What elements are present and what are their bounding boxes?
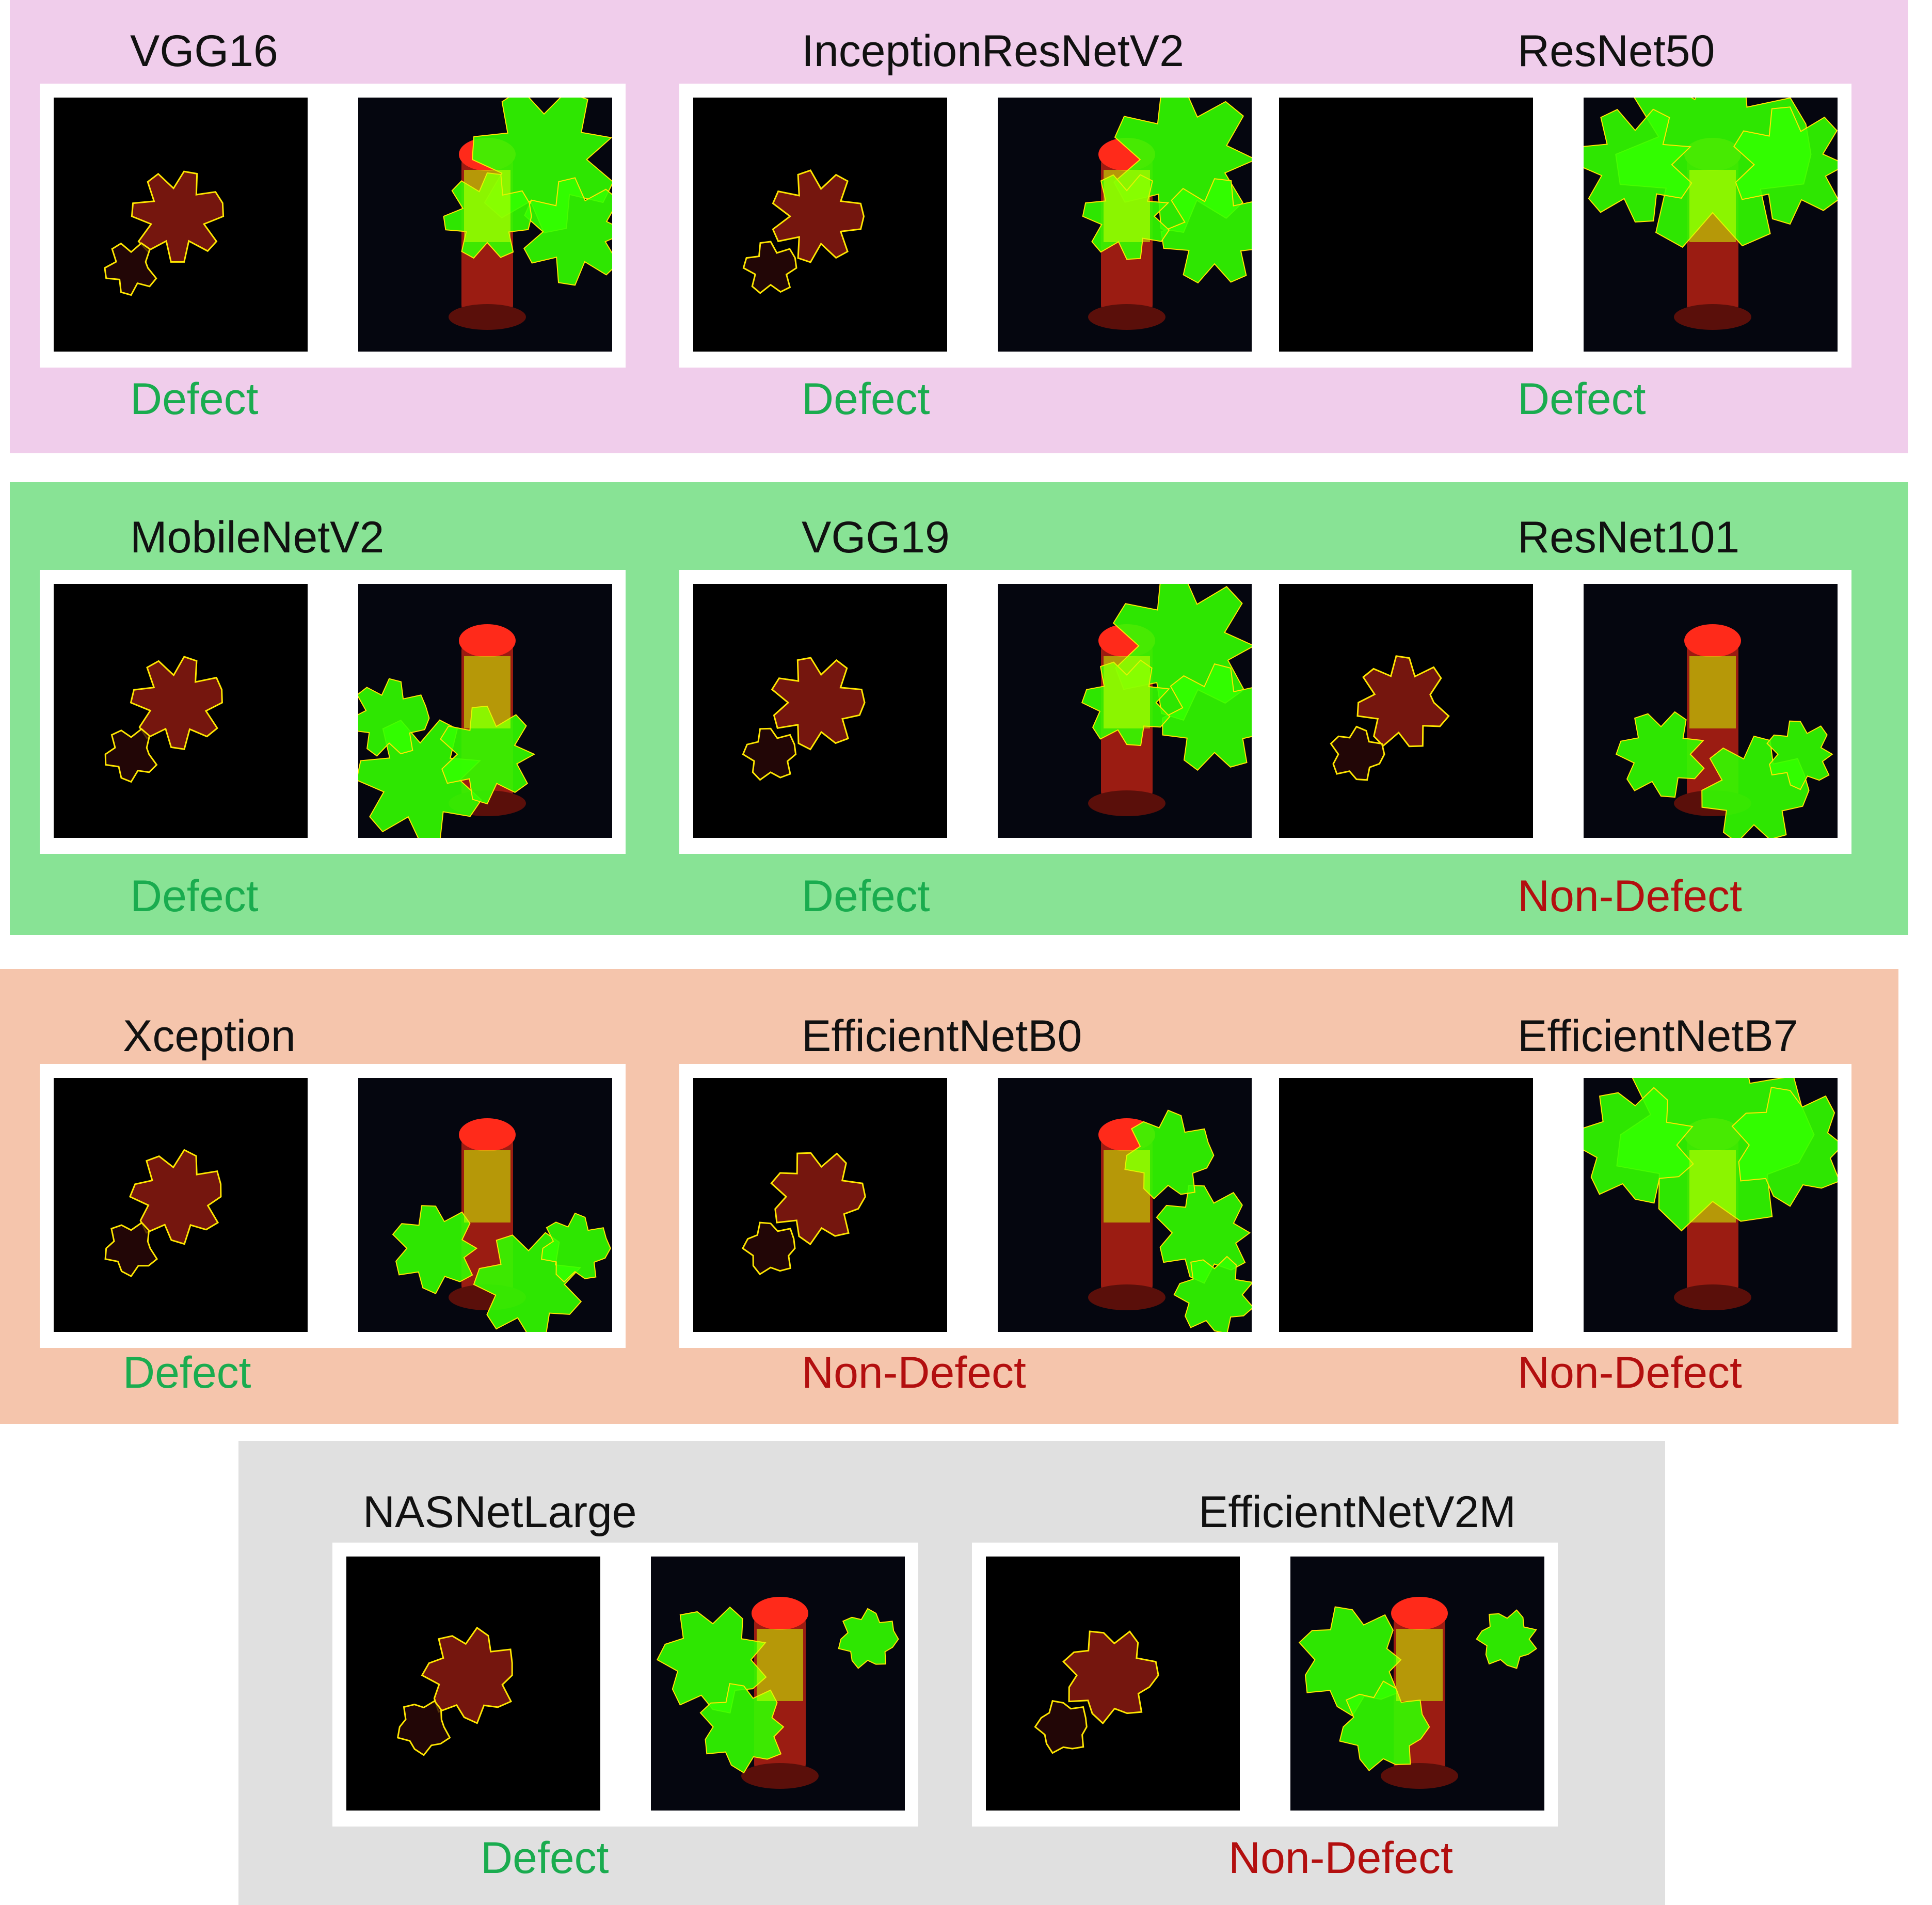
mask-graphic — [104, 656, 223, 783]
mask-region — [1034, 1630, 1159, 1754]
mask-region — [741, 1152, 866, 1276]
segmentation-overlay — [392, 1150, 611, 1332]
segmentation-overlay — [443, 98, 612, 286]
overlay-graphic — [998, 1078, 1252, 1332]
segmentation-overlay — [1104, 1109, 1252, 1332]
segmentation-overlay — [358, 656, 536, 838]
prediction-label: Defect — [123, 1348, 251, 1398]
overlay-image — [358, 584, 612, 838]
mask-graphic — [741, 1152, 866, 1276]
mask-region — [104, 656, 223, 783]
model-name: MobileNetV2 — [130, 513, 385, 562]
model-name: VGG19 — [802, 513, 950, 562]
mask-graphic — [1279, 1078, 1533, 1332]
prediction-label: Defect — [1518, 374, 1646, 424]
mask-region — [1330, 655, 1450, 781]
segmentation-overlay — [1584, 98, 1838, 248]
mask-region — [396, 1626, 513, 1756]
mask-graphic — [396, 1626, 513, 1756]
prediction-label: Defect — [130, 871, 259, 921]
prediction-label: Non-Defect — [802, 1348, 1026, 1398]
overlay-image — [998, 584, 1252, 838]
overlay-graphic — [1584, 584, 1838, 838]
overlay-graphic — [358, 98, 612, 352]
model-name: EfficientNetB0 — [802, 1011, 1082, 1061]
overlay-image — [1584, 98, 1838, 352]
mask-image — [986, 1557, 1240, 1811]
mask-image — [54, 584, 308, 838]
mask-image — [693, 98, 947, 352]
overlay-image — [358, 98, 612, 352]
mask-image — [1279, 1078, 1533, 1332]
overlay-graphic — [998, 98, 1252, 352]
overlay-graphic — [998, 584, 1252, 838]
model-name: VGG16 — [130, 26, 278, 76]
segmentation-overlay — [1584, 1078, 1838, 1232]
overlay-graphic — [1290, 1557, 1544, 1811]
overlay-image — [998, 1078, 1252, 1332]
mask-graphic — [104, 170, 225, 296]
mask-image — [54, 98, 308, 352]
model-name: EfficientNetV2M — [1199, 1487, 1516, 1537]
prediction-label: Non-Defect — [1518, 871, 1742, 921]
mask-image — [693, 1078, 947, 1332]
mask-region — [742, 657, 866, 781]
model-name: EfficientNetB7 — [1518, 1011, 1798, 1061]
overlay-image — [1290, 1557, 1544, 1811]
mask-region — [104, 170, 225, 296]
overlay-image — [1584, 584, 1838, 838]
overlay-graphic — [1584, 98, 1838, 352]
mask-graphic — [1279, 98, 1533, 352]
overlay-image — [1584, 1078, 1838, 1332]
prediction-label: Defect — [481, 1833, 609, 1883]
segmentation-overlay — [656, 1606, 899, 1774]
prediction-label: Non-Defect — [1518, 1348, 1742, 1398]
segmentation-overlay — [1298, 1606, 1538, 1772]
model-name: InceptionResNetV2 — [802, 26, 1184, 76]
prediction-label: Defect — [130, 374, 259, 424]
model-name: ResNet101 — [1518, 513, 1740, 562]
segmentation-overlay — [1082, 98, 1252, 284]
mask-graphic — [742, 657, 866, 781]
mask-image — [693, 584, 947, 838]
segmentation-overlay — [1615, 656, 1833, 838]
mask-region — [742, 169, 865, 294]
model-name: Xception — [123, 1011, 296, 1061]
overlay-image — [358, 1078, 612, 1332]
mask-graphic — [742, 169, 865, 294]
mask-region — [104, 1149, 222, 1278]
mask-image — [1279, 584, 1533, 838]
overlay-graphic — [358, 1078, 612, 1332]
overlay-graphic — [1584, 1078, 1838, 1332]
mask-graphic — [1034, 1630, 1159, 1754]
mask-image — [346, 1557, 600, 1811]
prediction-label: Defect — [802, 374, 930, 424]
mask-image — [54, 1078, 308, 1332]
overlay-graphic — [651, 1557, 905, 1811]
overlay-image — [998, 98, 1252, 352]
mask-graphic — [1330, 655, 1450, 781]
mask-image — [1279, 98, 1533, 352]
overlay-image — [651, 1557, 905, 1811]
prediction-label: Non-Defect — [1228, 1833, 1453, 1883]
segmentation-overlay — [1081, 584, 1252, 771]
mask-graphic — [104, 1149, 222, 1278]
model-name: ResNet50 — [1518, 26, 1715, 76]
model-name: NASNetLarge — [363, 1487, 637, 1537]
overlay-graphic — [358, 584, 612, 838]
prediction-label: Defect — [802, 871, 930, 921]
